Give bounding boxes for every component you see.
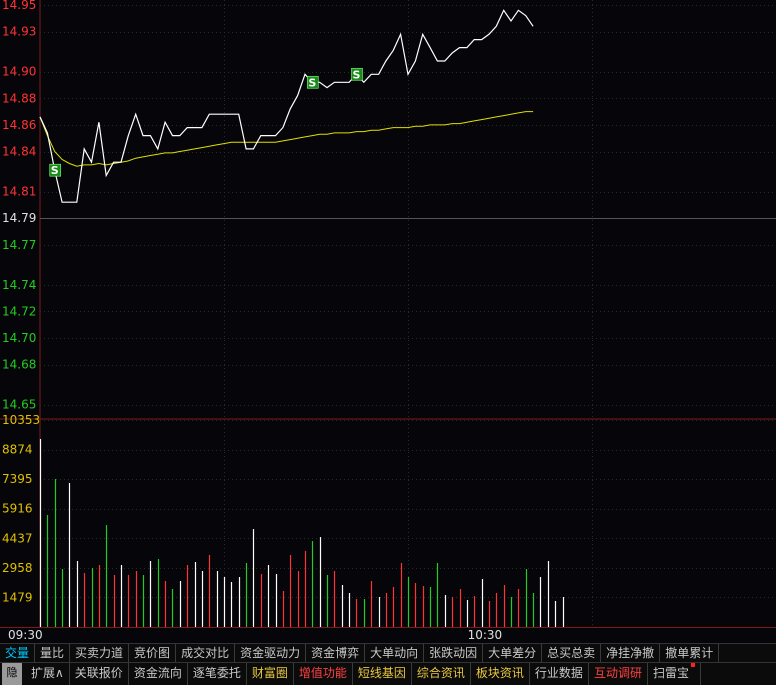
indicator-tab[interactable]: 竞价图 (129, 644, 177, 663)
signal-mark-label: S (353, 68, 361, 81)
notification-dot (690, 663, 695, 667)
intraday-chart: 14.95 14.93 14.90 14.88 14.86 14.84 14.81 14.79… (0, 0, 776, 643)
price-tick-label: 14.86 (2, 118, 36, 132)
price-tick-label: 14.88 (2, 91, 36, 105)
function-tab[interactable]: 板块资讯 (471, 663, 530, 685)
volume-tick-label: 7395 (2, 472, 33, 486)
price-axis: 14.95 14.93 14.90 14.88 14.86 14.84 14.81 14.79… (2, 0, 36, 412)
price-line (39, 9, 534, 203)
volume-tick-label: 4437 (2, 531, 33, 545)
signal-marks: S S S (49, 67, 363, 177)
indicator-tab[interactable]: 量比 (35, 644, 71, 663)
indicator-tab[interactable]: 净挂净撤 (601, 644, 661, 663)
indicator-tab[interactable]: 成交对比 (176, 644, 236, 663)
volume-tick-label: 5916 (2, 502, 33, 516)
price-tick-label: 14.74 (2, 278, 36, 292)
function-tab[interactable]: 扫雷宝 (648, 663, 701, 685)
time-axis: 09:30 10:30 (8, 628, 502, 642)
signal-mark-badge (49, 163, 62, 177)
function-tab[interactable]: 行业数据 (530, 663, 589, 685)
function-tab[interactable]: 扩展∧ (26, 663, 70, 685)
function-tab[interactable]: 财富圈 (247, 663, 294, 685)
price-tick-label: 14.68 (2, 358, 36, 372)
price-tick-label: 14.81 (2, 185, 36, 199)
average-price-line (39, 111, 534, 167)
hide-toggle-button[interactable]: 隐 (2, 663, 22, 685)
signal-mark-label: S (51, 164, 59, 177)
signal-mark-badge (307, 75, 319, 89)
volume-tick-label: 8874 (2, 443, 33, 457)
price-tick-label: 14.93 (2, 25, 36, 39)
indicator-tab[interactable]: 大单差分 (483, 644, 543, 663)
function-tab[interactable]: 逐笔委托 (188, 663, 247, 685)
time-tick-label: 09:30 (8, 628, 43, 642)
volume-bars (39, 439, 565, 627)
chart-background (0, 0, 776, 643)
price-tick-label: 14.65 (2, 398, 36, 412)
volume-tick-label: 10353 (2, 413, 40, 427)
volume-tick-label: 2958 (2, 561, 33, 575)
price-tick-label: 14.72 (2, 304, 36, 318)
indicator-tab[interactable]: 撤单累计 (660, 644, 720, 663)
indicator-tab[interactable]: 资金博弈 (306, 644, 366, 663)
signal-mark-badge (351, 67, 363, 81)
function-tabs: 隐扩展∧ 关联报价 资金流向 逐笔委托 财富圈 增值功能 短线基因 综合资讯 板块资讯 行业数据互… (0, 662, 776, 685)
time-tick-label: 10:30 (468, 628, 503, 642)
volume-tick-label: 1479 (2, 590, 33, 604)
function-tab[interactable]: 增值功能 (294, 663, 353, 685)
indicator-tab[interactable]: 买卖力道 (70, 644, 130, 663)
indicator-tab[interactable]: 总买总卖 (542, 644, 602, 663)
indicator-tab[interactable]: 资金驱动力 (235, 644, 307, 663)
function-tab[interactable]: 资金流向 (129, 663, 188, 685)
indicator-tab[interactable]: 张跌动因 (424, 644, 484, 663)
indicator-tabs: 交量 量比 买卖力道 竞价图 成交对比 资金驱动力 资金博弈 大单动向 张跌动因 大单差分 总买总卖… (0, 643, 776, 663)
price-tick-label: 14.84 (2, 145, 36, 159)
signal-mark-label: S (308, 76, 316, 89)
indicator-tab[interactable]: 交量 (0, 644, 36, 663)
price-lines (39, 9, 534, 203)
price-tick-label: 14.79 (2, 211, 36, 225)
function-tab[interactable]: 互动调研 (589, 663, 648, 685)
function-tab[interactable]: 综合资讯 (412, 663, 471, 685)
price-tick-label: 14.95 (2, 0, 36, 12)
price-tick-label: 14.77 (2, 238, 36, 252)
function-tab[interactable]: 短线基因 (353, 663, 412, 685)
indicator-tab[interactable]: 大单动向 (365, 644, 425, 663)
volume-axis: 10353 8874 7395 5916 4437 2958 1479 (2, 413, 40, 604)
price-tick-label: 14.70 (2, 331, 36, 345)
function-tab[interactable]: 关联报价 (70, 663, 129, 685)
price-tick-label: 14.90 (2, 65, 36, 79)
chart-grid (0, 0, 776, 643)
